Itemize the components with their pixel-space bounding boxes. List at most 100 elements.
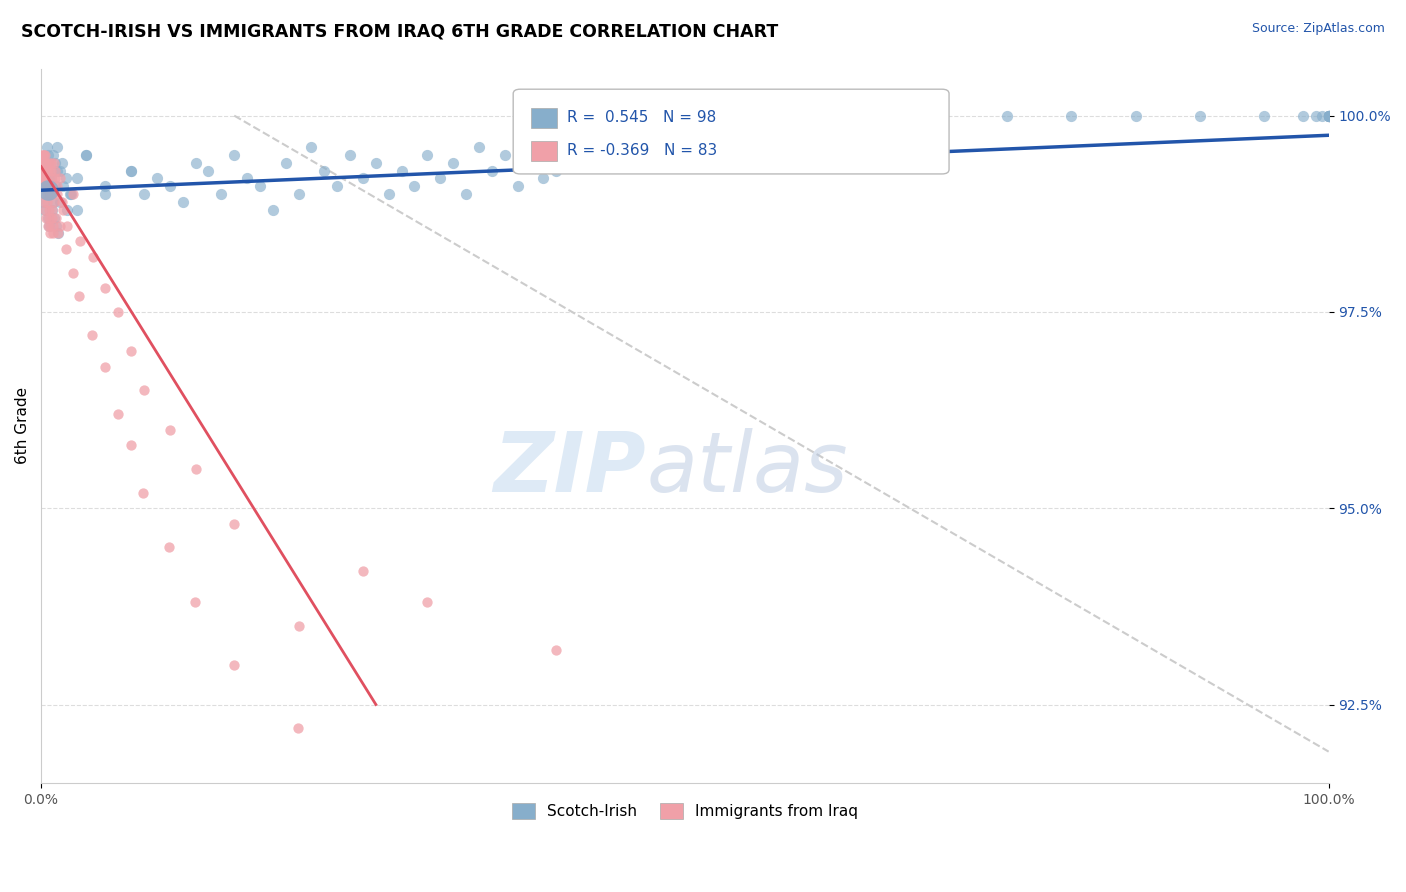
Point (69, 234, 91, 248)
Point (546, 642, 568, 657)
Point (37, 163, 59, 178)
Point (1292, 109, 1315, 123)
Point (224, 516, 246, 531)
Point (1305, 109, 1327, 123)
Text: R = -0.369   N = 83: R = -0.369 N = 83 (567, 144, 717, 158)
Point (546, 163, 568, 178)
Point (59, 187, 82, 202)
Legend: Scotch-Irish, Immigrants from Iraq: Scotch-Irish, Immigrants from Iraq (506, 797, 865, 825)
Point (339, 148, 361, 162)
Point (995, 109, 1018, 123)
Point (41, 202, 63, 217)
Point (441, 155, 464, 169)
Point (49, 171, 72, 186)
Point (132, 485, 155, 500)
Point (55, 242, 77, 256)
Point (249, 179, 271, 194)
Point (673, 109, 696, 123)
Point (75, 148, 97, 162)
Point (1253, 109, 1275, 123)
Point (65, 202, 87, 217)
Point (571, 148, 593, 162)
Point (80, 328, 103, 343)
Point (94, 359, 117, 374)
Point (197, 163, 219, 178)
Point (42, 148, 65, 162)
Point (42, 194, 65, 209)
Point (416, 595, 439, 609)
Point (326, 179, 349, 194)
Point (184, 462, 207, 476)
Point (67, 289, 90, 303)
Point (56, 219, 79, 233)
Point (120, 438, 142, 452)
Point (55, 171, 77, 186)
Point (56, 202, 79, 217)
Point (38, 211, 60, 225)
Point (621, 140, 644, 154)
Point (41, 202, 63, 217)
Point (66, 171, 89, 186)
Point (39, 163, 62, 178)
Point (38, 171, 60, 186)
Point (52, 202, 75, 217)
Point (49, 194, 72, 209)
Point (45, 211, 67, 225)
Point (38, 179, 60, 194)
Point (236, 171, 259, 186)
Point (42, 211, 65, 225)
Point (38, 155, 60, 169)
Point (224, 148, 246, 162)
Point (41, 171, 63, 186)
Point (404, 179, 426, 194)
Point (45, 219, 67, 233)
Point (44, 171, 66, 186)
Point (107, 407, 129, 421)
Point (209, 187, 232, 202)
Point (35, 140, 58, 154)
Point (31, 148, 53, 162)
Point (49, 219, 72, 233)
Point (41, 187, 63, 202)
Point (32, 171, 55, 186)
Point (46, 163, 69, 178)
Text: R =  0.545   N = 98: R = 0.545 N = 98 (567, 111, 716, 125)
Point (301, 140, 323, 154)
Point (262, 202, 284, 217)
Point (222, 658, 245, 673)
Point (34, 148, 56, 162)
Point (172, 194, 194, 209)
Point (132, 187, 155, 202)
Point (1310, 109, 1333, 123)
Point (1060, 109, 1083, 123)
Point (51, 194, 73, 209)
Point (37, 163, 59, 178)
Point (42, 155, 65, 169)
Point (429, 171, 451, 186)
Point (75, 148, 97, 162)
Point (1317, 109, 1340, 123)
Point (120, 344, 142, 359)
Point (34, 202, 56, 217)
Point (42, 227, 65, 241)
Point (32, 171, 55, 186)
Point (159, 179, 181, 194)
Y-axis label: 6th Grade: 6th Grade (15, 387, 30, 465)
Point (146, 171, 169, 186)
Point (44, 163, 66, 178)
Point (46, 227, 69, 241)
Point (32, 163, 55, 178)
Point (39, 219, 62, 233)
Point (1317, 109, 1340, 123)
Point (34, 171, 56, 186)
Point (38, 187, 60, 202)
Point (39, 187, 62, 202)
Point (1317, 109, 1340, 123)
Point (866, 109, 889, 123)
Point (37, 183, 59, 197)
Point (39, 187, 62, 202)
Point (132, 384, 155, 398)
Point (62, 187, 84, 202)
Text: atlas: atlas (647, 428, 848, 509)
Point (738, 109, 761, 123)
